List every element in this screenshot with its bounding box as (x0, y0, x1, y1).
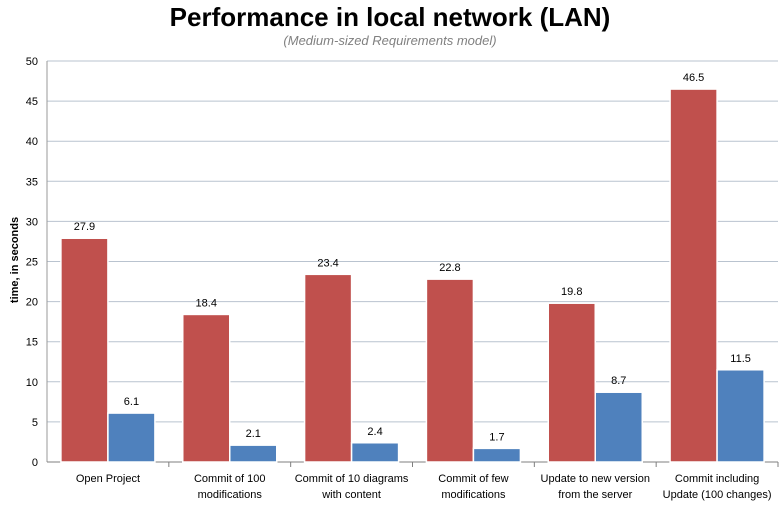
bar-series-1 (182, 313, 231, 463)
chart-title: Performance in local network (LAN) (169, 2, 611, 32)
y-tick-label: 5 (32, 417, 38, 429)
y-tick-label: 35 (26, 176, 38, 188)
x-tick-label: modifications (198, 489, 263, 501)
y-axis-tick-labels: 0 5 10 15 20 25 30 35 40 45 50 (26, 56, 38, 469)
x-tick-label: Update (100 changes) (663, 489, 772, 501)
bar-series-2 (716, 369, 765, 463)
bars (60, 88, 765, 463)
data-label: 27.9 (74, 221, 95, 233)
x-tick-label: Commit of few (438, 473, 508, 485)
bar-series-1 (60, 237, 109, 463)
bar-series-1 (669, 88, 718, 463)
x-tick-label: Commit including (675, 473, 759, 485)
data-label: 2.4 (367, 426, 382, 438)
y-tick-label: 40 (26, 136, 38, 148)
bar-series-1 (425, 278, 475, 463)
data-label: 23.4 (317, 257, 338, 269)
bar-series-2 (350, 442, 400, 463)
y-tick-label: 45 (26, 96, 38, 108)
bar-series-1 (547, 302, 596, 463)
bar-series-2 (472, 447, 522, 463)
gridlines (46, 60, 779, 467)
data-labels: 27.9 6.1 18.4 2.1 23.4 2.4 22.8 1.7 19.8 8.7 46.5 1… (74, 72, 751, 443)
bar-series-2 (229, 444, 278, 463)
data-label: 11.5 (730, 353, 751, 365)
y-tick-label: 10 (26, 377, 38, 389)
bar-series-2 (594, 391, 643, 463)
data-label: 6.1 (124, 396, 139, 408)
chart-subtitle: (Medium-sized Requirements model) (283, 33, 497, 48)
x-tick-label: from the server (558, 489, 632, 501)
x-tick-label: with content (321, 489, 381, 501)
y-tick-label: 25 (26, 257, 38, 269)
y-tick-label: 30 (26, 216, 38, 228)
y-tick-label: 0 (32, 457, 38, 469)
bar-series-1 (303, 273, 353, 463)
data-label: 46.5 (683, 72, 704, 84)
data-label: 18.4 (196, 297, 217, 309)
x-tick-label: Open Project (76, 473, 140, 485)
x-tick-label: Update to new version (541, 473, 650, 485)
x-tick-label: Commit of 100 (194, 473, 266, 485)
y-tick-label: 50 (26, 56, 38, 68)
data-label: 2.1 (246, 428, 261, 440)
y-tick-label: 15 (26, 337, 38, 349)
y-tick-label: 20 (26, 297, 38, 309)
x-axis-tick-labels: Open Project Commit of 100 modifications Co… (76, 473, 772, 501)
y-axis-label: time, in seconds (9, 217, 21, 303)
data-label: 22.8 (439, 262, 460, 274)
x-tick-label: Commit of 10 diagrams (295, 473, 409, 485)
x-tick-label: modifications (441, 489, 506, 501)
bar-series-2 (107, 412, 156, 463)
data-label: 1.7 (489, 431, 504, 443)
data-label: 8.7 (611, 375, 626, 387)
data-label: 19.8 (561, 286, 582, 298)
